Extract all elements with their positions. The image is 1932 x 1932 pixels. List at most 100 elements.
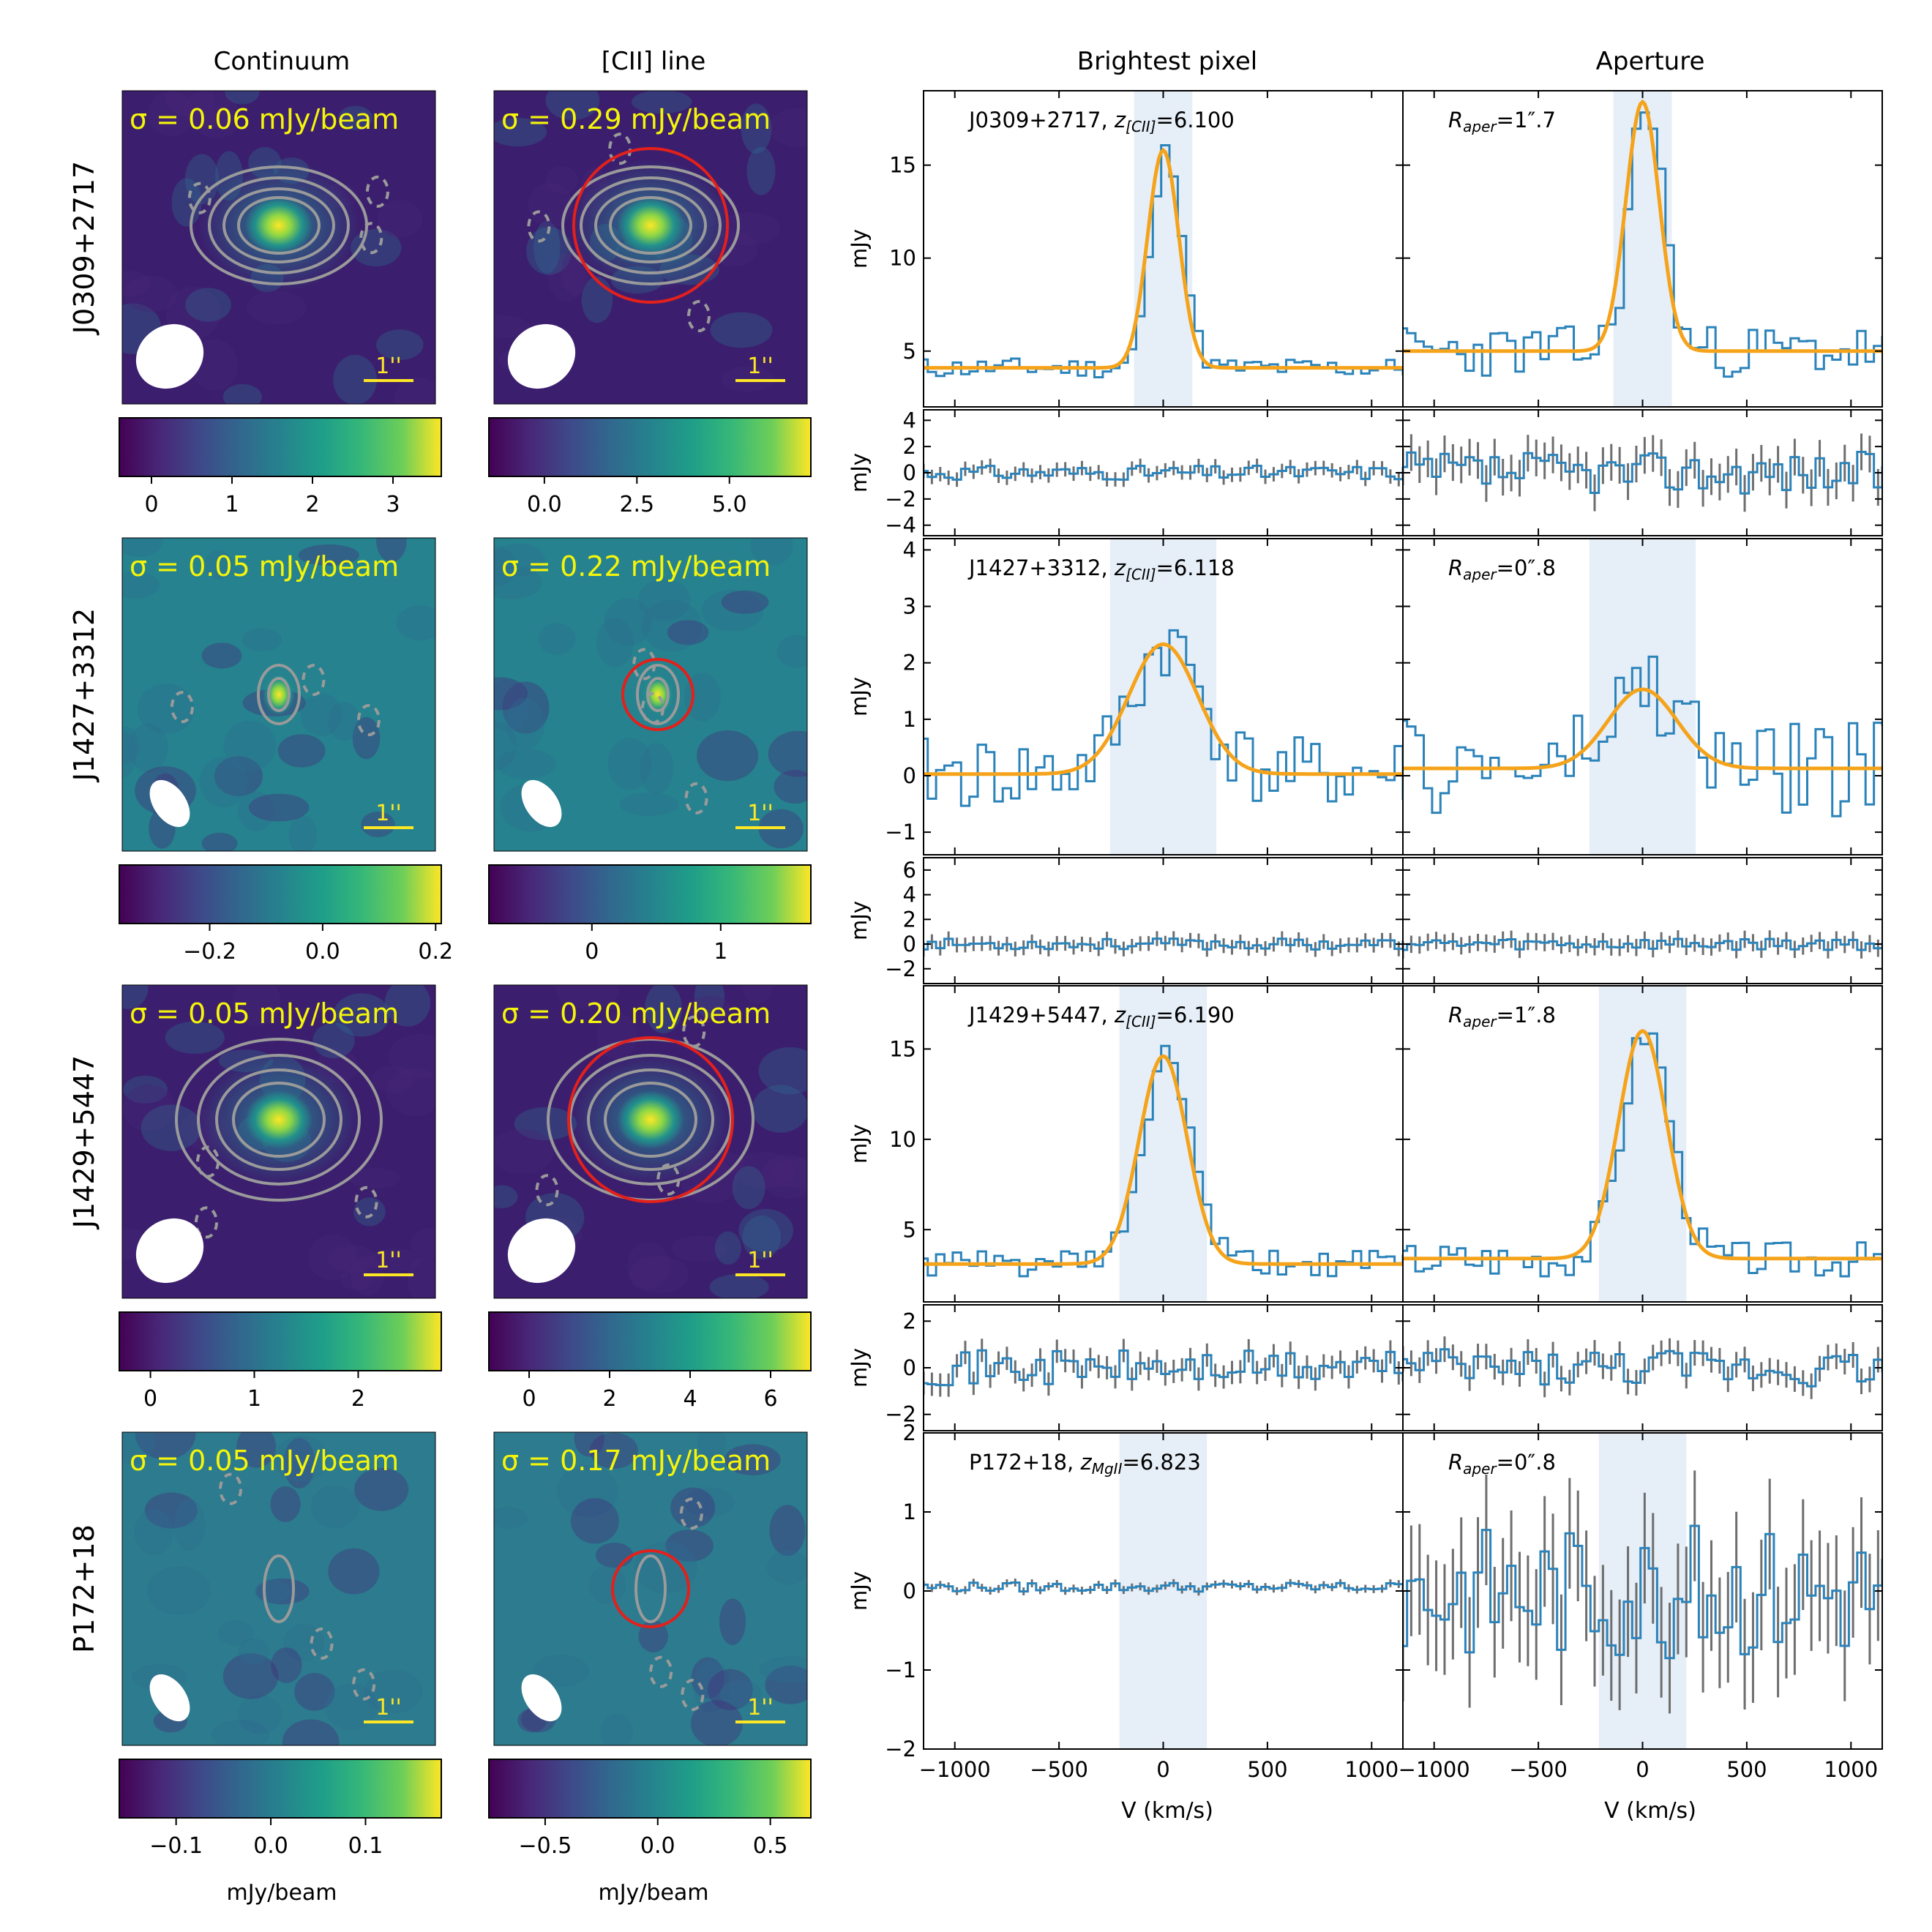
continuum-colorbar: 0 1 2 3 [119,417,442,517]
y-tick-label: 2 [903,1420,916,1445]
noise-blob [238,1639,269,1665]
noise-blob [407,1257,435,1298]
noise-blob [667,620,709,645]
spectrum-step [1403,111,1882,378]
contour [197,1054,361,1186]
aperture-circle [567,1036,734,1203]
noise-blob [201,832,238,851]
residual-axis-label: mJy [847,453,872,493]
aperture-symbol: R [1448,1450,1463,1475]
map-frame [493,90,808,405]
noise-blob [376,538,407,563]
y-tick-label: −2 [885,487,916,512]
noise-blob [282,1719,340,1745]
colorbar-gradient [488,1759,812,1819]
map-frame [493,984,808,1299]
negative-contour [302,664,326,697]
noise-blob [766,1550,807,1585]
contour [267,677,291,712]
map-frame [121,984,436,1299]
noise-blob [199,757,248,808]
y-tick-label: 6 [903,858,916,883]
continuum-map: 1'' σ = 0.05 mJy/beam [121,984,436,1299]
spectrum-step [1403,937,1882,951]
brightest-spectrum [923,90,1404,408]
contour [587,1068,714,1171]
x-tick-label: −500 [1030,1757,1088,1782]
noise-blob [298,544,359,566]
noise-blob [533,1654,589,1687]
noise-blob [733,1152,795,1189]
scale-bar-label: 1'' [375,353,402,379]
sigma-label: σ = 0.22 mJy/beam [501,550,771,583]
noise-blob [637,579,691,621]
scale-bar-label: 1'' [375,801,402,826]
y-tick-label: 2 [903,651,916,675]
row-p17218: P172+18 1'' σ = 0.05 mJy/beam −0.1 0.0 0.1 1''… [68,1431,812,1859]
noise-blob [742,1216,781,1259]
noise-blob [732,1166,765,1210]
contour [594,187,707,263]
noise-blob [308,1234,357,1281]
y-tick-label: 4 [903,408,916,433]
noise-blob [494,1507,528,1529]
gaussian-fit [924,642,1403,776]
spectrum-step [924,1581,1403,1593]
noise-blob [765,1666,807,1704]
noise-blob [607,738,652,790]
colorbar-tick-label: 3 [386,492,400,517]
noise-blob [274,1435,329,1482]
noise-blob [596,618,634,668]
negative-contour [359,222,383,255]
spectra-p17218: −2 −1 0 1 2 −1000 −500 0 500 1000 P172+18, zMgII=6… [847,1420,1883,1782]
noise-blob [494,722,517,771]
aperture-circle [611,1549,690,1628]
noise-blob [502,681,550,734]
noise-blob [146,1566,211,1615]
noise-blob [364,1669,423,1714]
noise-blob [141,1104,202,1151]
colorbar-tick-label: 0.5 [753,1833,788,1859]
noise-blob [768,108,807,147]
aperture-radius-annotation: Raper=1″.7 [1448,108,1556,135]
noise-blob [494,315,530,339]
line-colorbar: −0.5 0.0 0.5 [488,1759,812,1859]
line-map: 1'' σ = 0.20 mJy/beam [493,984,808,1299]
negative-contour [686,300,711,333]
line-velocity-band [1119,1433,1208,1749]
spectrum-step [1403,1348,1882,1388]
noise-blob [328,1548,380,1595]
noise-blob [222,383,262,404]
noise-blob [557,1465,618,1517]
noise-blob [721,366,775,392]
noise-blob [183,91,238,129]
noise-blob [746,146,776,195]
map-frame [121,537,436,852]
noise-blob [122,1085,176,1132]
noise-blob [665,1530,714,1562]
x-tick-label: −500 [1509,1757,1568,1782]
noise-blob [768,730,807,777]
y-tick-label: 15 [889,1036,916,1061]
sigma-label: σ = 0.06 mJy/beam [130,103,399,135]
line-map: 1'' σ = 0.22 mJy/beam [493,537,808,852]
spectrum-step [924,629,1403,807]
noise-blob [283,1438,315,1489]
y-tick-label: −1 [885,1658,916,1682]
negative-contour [682,1015,706,1048]
velocity-axis-label-aperture: V (km/s) [1604,1798,1696,1824]
noise-blob [248,793,310,822]
negative-contour [640,692,664,724]
noise-blob [752,1085,807,1133]
noise-blob [759,1656,807,1683]
y-tick-label: 0 [903,932,916,956]
row-j03092717: J0309+2717 1'' σ = 0.06 mJy/beam 0 1 2 3 1'' σ =… [68,90,812,517]
beam-ellipse [135,1218,204,1284]
column-title-cii-line: [CII] line [602,47,706,76]
source-redshift-annotation: J1427+3312, z[CII]=6.118 [967,555,1235,583]
continuum-colorbar: −0.2 0.0 0.2 [119,864,453,965]
noise-blob [128,723,168,772]
colorbar-tick-label: −0.1 [149,1833,203,1859]
source-name: J1427+3312, [967,555,1115,580]
